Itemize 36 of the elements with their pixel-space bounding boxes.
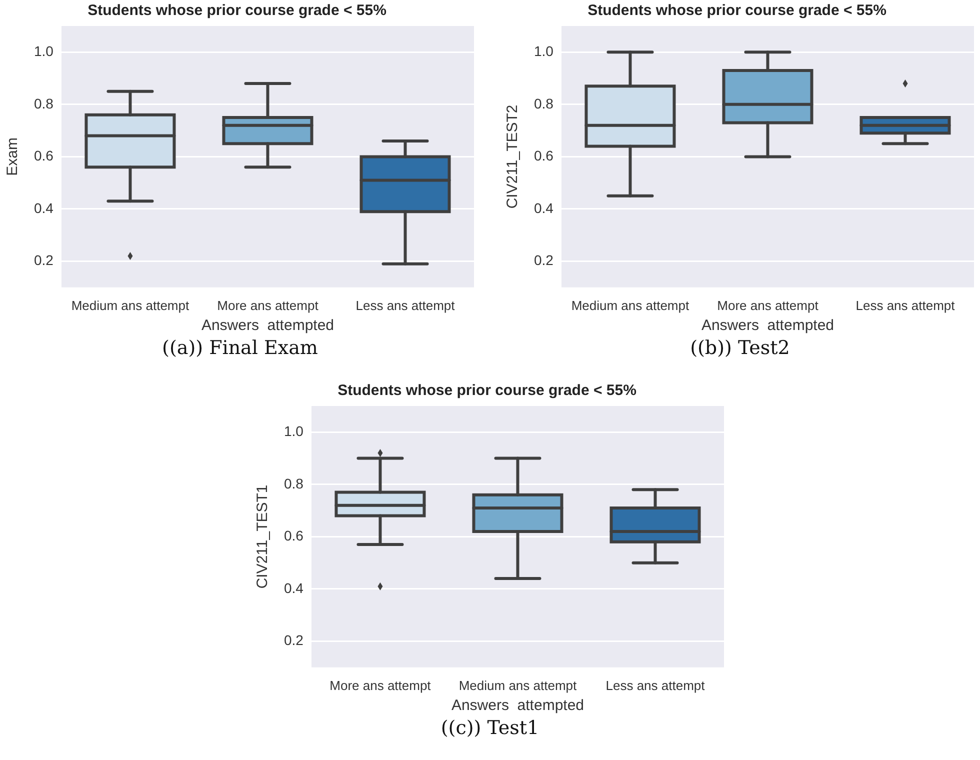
text: ((a)) Final Exam <box>161 337 319 359</box>
y-tick-label: 0.2 <box>34 252 54 268</box>
y-tick-label: 0.2 <box>534 252 554 268</box>
chart-title: Students whose prior course grade < 55% <box>88 2 386 20</box>
y-tick-label: 1.0 <box>284 423 304 439</box>
x-tick-label: Medium ans attempt <box>571 298 690 313</box>
y-tick-label: 0.4 <box>34 200 54 216</box>
chart-title: Students whose prior course grade < 55% <box>338 382 636 400</box>
y-tick-label: 0.6 <box>534 148 554 164</box>
x-tick-label: More ans attempt <box>717 298 819 313</box>
text: ((b)) Test2 <box>689 337 791 359</box>
text: ((c)) Test1 <box>440 717 540 739</box>
x-axis-title: Answers attempted <box>451 697 584 714</box>
x-tick-label: Medium ans attempt <box>71 298 190 313</box>
y-tick-label: 0.4 <box>534 200 554 216</box>
x-axis-title: Answers attempted <box>701 317 834 334</box>
y-tick-label: 0.4 <box>284 580 304 596</box>
x-axis-title: Answers attempted <box>201 317 334 334</box>
y-tick-label: 0.6 <box>34 148 54 164</box>
y-tick-label: 0.8 <box>34 95 54 112</box>
y-axis-title: CIV211_TEST1 <box>254 484 272 589</box>
x-tick-label: Medium ans attempt <box>458 678 578 693</box>
y-axis-title: CIV211_TEST2 <box>504 104 522 209</box>
x-tick-label: More ans attempt <box>330 678 432 693</box>
y-tick-label: 0.2 <box>284 632 304 648</box>
y-tick-label: 1.0 <box>534 43 554 59</box>
x-tick-label: Less ans attempt <box>356 298 456 313</box>
y-tick-label: 0.6 <box>284 528 304 544</box>
y-tick-label: 0.8 <box>284 475 304 492</box>
y-tick-label: 0.8 <box>534 95 554 112</box>
chart-title: Students whose prior course grade < 55% <box>588 2 886 20</box>
y-tick-label: 1.0 <box>34 43 54 59</box>
y-axis-title: Exam <box>4 138 22 176</box>
x-tick-label: Less ans attempt <box>606 678 706 693</box>
x-tick-label: More ans attempt <box>217 298 319 313</box>
x-tick-label: Less ans attempt <box>856 298 956 313</box>
